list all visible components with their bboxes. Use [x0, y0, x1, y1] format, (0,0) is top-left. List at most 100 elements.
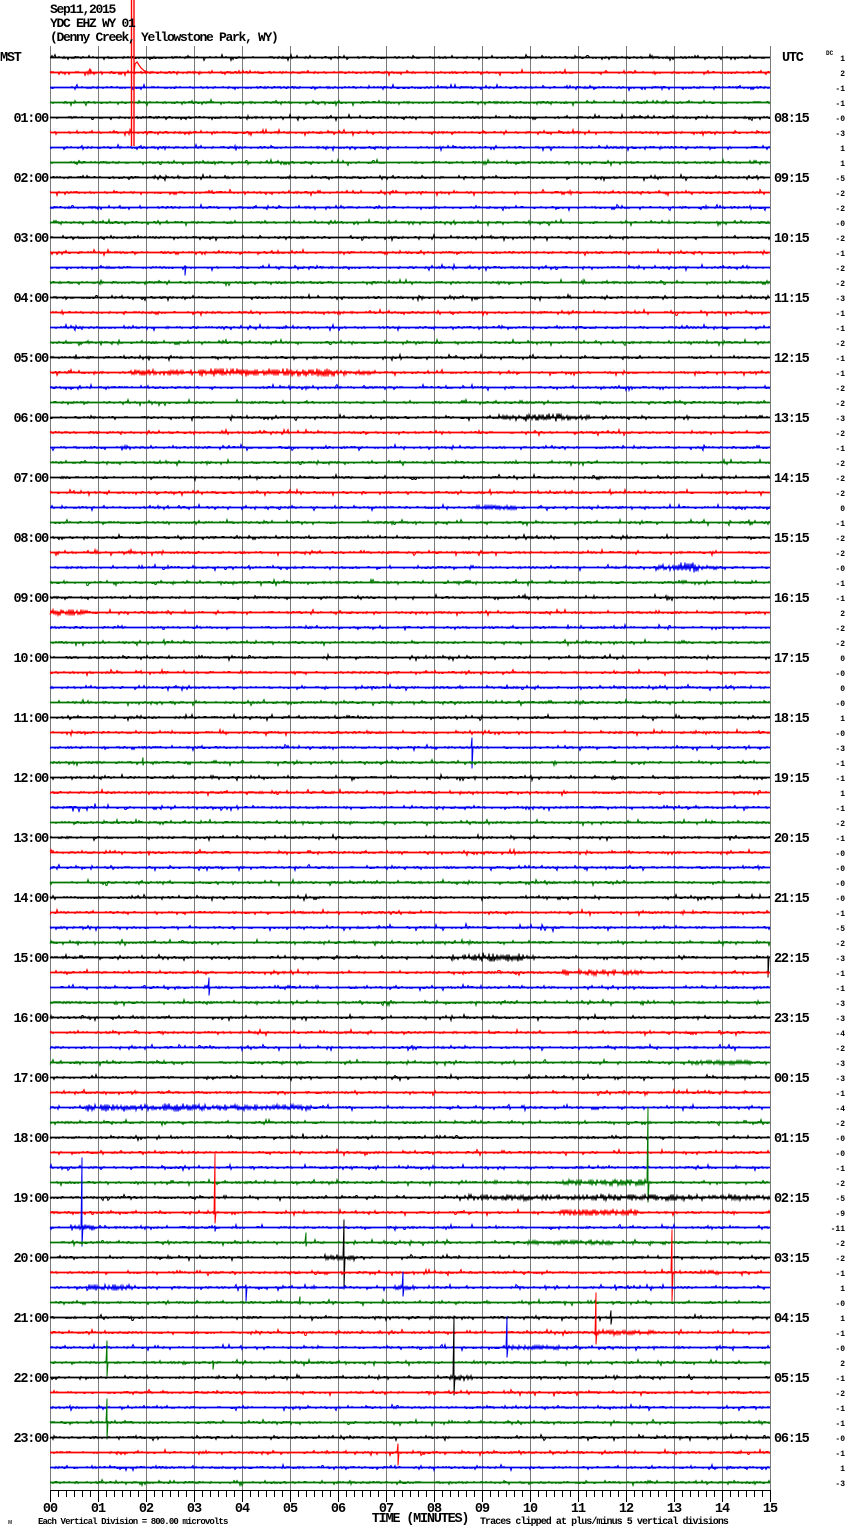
svg-text:-2: -2: [835, 340, 845, 349]
svg-text:-1: -1: [835, 835, 845, 844]
svg-text:12: 12: [619, 1502, 634, 1517]
svg-text:2: 2: [840, 1360, 845, 1369]
svg-text:-5: -5: [835, 1195, 845, 1204]
svg-text:15:00: 15:00: [13, 952, 49, 967]
svg-text:-1: -1: [835, 100, 845, 109]
svg-text:19:00: 19:00: [13, 1192, 49, 1207]
svg-text:05:00: 05:00: [13, 352, 49, 367]
svg-text:-2: -2: [835, 190, 845, 199]
svg-text:23:15: 23:15: [774, 1012, 810, 1027]
svg-text:11: 11: [571, 1502, 586, 1517]
svg-text:-1: -1: [835, 985, 845, 994]
svg-text:-2: -2: [835, 625, 845, 634]
svg-text:05:15: 05:15: [774, 1372, 810, 1387]
svg-text:-3: -3: [835, 1075, 845, 1084]
svg-text:-1: -1: [835, 1165, 845, 1174]
svg-text:-1: -1: [835, 970, 845, 979]
svg-text:-2: -2: [835, 490, 845, 499]
svg-text:-4: -4: [835, 1105, 845, 1114]
svg-text:-3: -3: [835, 415, 845, 424]
svg-text:TIME (MINUTES): TIME (MINUTES): [372, 1512, 469, 1527]
svg-text:1: 1: [840, 1285, 845, 1294]
svg-text:10: 10: [523, 1502, 538, 1517]
svg-text:-2: -2: [835, 280, 845, 289]
svg-text:18:00: 18:00: [13, 1132, 49, 1147]
svg-text:-3: -3: [835, 130, 845, 139]
svg-text:-0: -0: [835, 115, 845, 124]
svg-text:-2: -2: [835, 205, 845, 214]
svg-text:-3: -3: [835, 1480, 845, 1489]
svg-text:-0: -0: [835, 1300, 845, 1309]
svg-text:-0: -0: [835, 220, 845, 229]
svg-text:09:00: 09:00: [13, 592, 49, 607]
svg-text:0: 0: [840, 505, 845, 514]
svg-text:-1: -1: [835, 1420, 845, 1429]
svg-text:-2: -2: [835, 265, 845, 274]
svg-text:-3: -3: [835, 745, 845, 754]
svg-text:-4: -4: [835, 1030, 845, 1039]
svg-text:1: 1: [840, 160, 845, 169]
svg-text:16:15: 16:15: [774, 592, 810, 607]
svg-text:1: 1: [840, 1315, 845, 1324]
svg-text:-1: -1: [835, 1450, 845, 1459]
svg-text:-1: -1: [835, 1375, 845, 1384]
svg-text:-1: -1: [835, 85, 845, 94]
svg-text:YDC EHZ WY 01: YDC EHZ WY 01: [50, 16, 136, 31]
svg-text:-5: -5: [835, 175, 845, 184]
svg-text:1: 1: [840, 790, 845, 799]
svg-text:Sep11,2015: Sep11,2015: [50, 2, 117, 17]
svg-text:-2: -2: [835, 475, 845, 484]
svg-text:1: 1: [840, 55, 845, 64]
svg-text:07: 07: [379, 1502, 394, 1517]
svg-text:-3: -3: [835, 295, 845, 304]
svg-text:00: 00: [43, 1502, 58, 1517]
svg-text:02:00: 02:00: [13, 172, 49, 187]
svg-text:-2: -2: [835, 235, 845, 244]
svg-text:15:15: 15:15: [774, 532, 810, 547]
svg-text:10:15: 10:15: [774, 232, 810, 247]
svg-text:-5: -5: [835, 925, 845, 934]
svg-text:09: 09: [475, 1502, 490, 1517]
svg-text:-1: -1: [835, 370, 845, 379]
svg-text:01:15: 01:15: [774, 1132, 810, 1147]
svg-text:Each Vertical Division = 800.: Each Vertical Division = 800.00 microvol…: [38, 1517, 228, 1527]
svg-text:Traces clipped at plus/minus 5: Traces clipped at plus/minus 5 vertical …: [480, 1516, 729, 1528]
svg-text:-1: -1: [835, 1270, 845, 1279]
svg-text:20:15: 20:15: [774, 832, 810, 847]
svg-text:03:15: 03:15: [774, 1252, 810, 1267]
svg-text:07:00: 07:00: [13, 472, 49, 487]
svg-text:15: 15: [763, 1502, 778, 1517]
svg-text:-2: -2: [835, 430, 845, 439]
svg-text:11:00: 11:00: [13, 712, 49, 727]
svg-text:06:00: 06:00: [13, 412, 49, 427]
svg-text:-1: -1: [835, 520, 845, 529]
svg-text:-1: -1: [835, 910, 845, 919]
svg-text:13: 13: [667, 1502, 682, 1517]
svg-text:-3: -3: [835, 1000, 845, 1009]
svg-text:14: 14: [715, 1502, 730, 1517]
svg-text:1: 1: [840, 145, 845, 154]
svg-text:-2: -2: [835, 385, 845, 394]
svg-text:-3: -3: [835, 1015, 845, 1024]
svg-text:-2: -2: [835, 940, 845, 949]
svg-text:-0: -0: [835, 1345, 845, 1354]
svg-text:-3: -3: [835, 1060, 845, 1069]
svg-text:09:15: 09:15: [774, 172, 810, 187]
svg-text:18:15: 18:15: [774, 712, 810, 727]
svg-text:-2: -2: [835, 1240, 845, 1249]
svg-text:20:00: 20:00: [13, 1252, 49, 1267]
svg-text:16:00: 16:00: [13, 1012, 49, 1027]
svg-text:17:00: 17:00: [13, 1072, 49, 1087]
svg-text:-2: -2: [835, 1180, 845, 1189]
svg-text:-0: -0: [835, 1150, 845, 1159]
svg-text:06: 06: [331, 1502, 346, 1517]
svg-text:-0: -0: [835, 565, 845, 574]
svg-text:-11: -11: [831, 1225, 846, 1234]
svg-text:-2: -2: [835, 1120, 845, 1129]
svg-text:08: 08: [427, 1502, 442, 1517]
svg-text:-2: -2: [835, 460, 845, 469]
svg-text:MST: MST: [0, 51, 22, 66]
svg-text:22:00: 22:00: [13, 1372, 49, 1387]
svg-text:12:00: 12:00: [13, 772, 49, 787]
svg-text:10:00: 10:00: [13, 652, 49, 667]
